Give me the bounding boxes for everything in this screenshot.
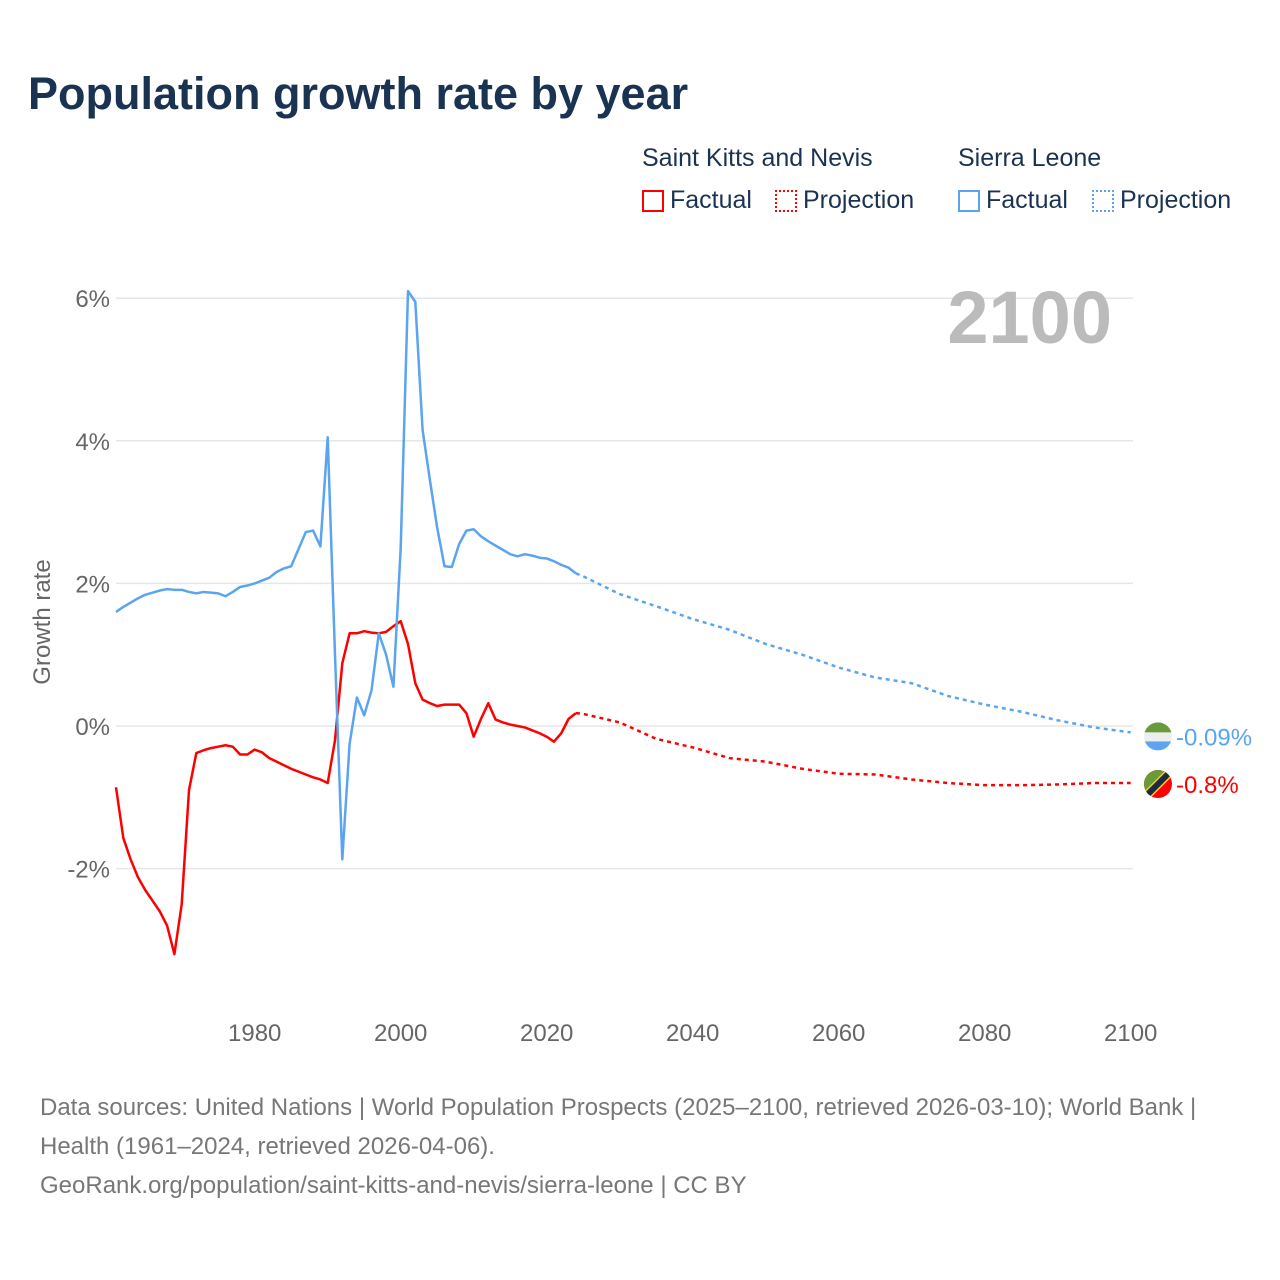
legend-sl-factual[interactable]: Factual (958, 186, 1068, 215)
y-tick-label: 0% (75, 714, 110, 741)
saint-kitts-flag-icon (1144, 770, 1172, 799)
end-value-label: -0.8% (1176, 772, 1239, 799)
data-sources: Data sources: United Nations | World Pop… (40, 1094, 1197, 1160)
y-axis-label: Growth rate (29, 559, 56, 684)
y-tick-label: 4% (75, 429, 110, 456)
legend-sl-projection[interactable]: Projection (1092, 186, 1231, 215)
legend-skn-projection[interactable]: Projection (775, 186, 914, 215)
legend-label: Factual (986, 186, 1068, 214)
x-tick-label: 2080 (958, 1020, 1011, 1047)
y-tick-label: 6% (75, 286, 110, 313)
legend-swatch (958, 189, 980, 212)
x-tick-label: 2100 (1104, 1020, 1157, 1047)
legend-swatch (775, 189, 797, 212)
series-line-factual-0 (114, 619, 577, 956)
legend-group-sierra-leone: Sierra Leone (958, 144, 1102, 172)
series-line-projection-0 (575, 711, 1131, 787)
sierra-leone-flag-icon (1144, 722, 1172, 751)
chart-title: Population growth rate by year (28, 68, 689, 119)
x-tick-label: 2060 (812, 1020, 865, 1047)
y-tick-label: -2% (67, 857, 110, 884)
x-tick-label: 1980 (228, 1020, 281, 1047)
legend-swatch (1092, 189, 1114, 212)
legend-label: Projection (803, 186, 915, 214)
footer: Data sources: United Nations | World Pop… (40, 1088, 1240, 1205)
y-tick-label: 2% (75, 571, 110, 598)
end-value-label: -0.09% (1176, 724, 1252, 751)
legend-group-saint-kitts: Saint Kitts and Nevis (642, 144, 873, 172)
legend-swatch (642, 189, 664, 212)
series-line-projection-1 (575, 572, 1131, 734)
legend-label: Factual (670, 186, 752, 214)
current-year-label: 2100 (947, 276, 1112, 359)
source-link[interactable]: GeoRank.org/population/saint-kitts-and-n… (40, 1172, 747, 1199)
x-tick-label: 2000 (374, 1020, 427, 1047)
x-tick-label: 2020 (520, 1020, 573, 1047)
legend-skn-factual[interactable]: Factual (642, 186, 752, 215)
x-tick-label: 2040 (666, 1020, 719, 1047)
legend-label: Projection (1120, 186, 1232, 214)
series-line-factual-1 (115, 289, 577, 861)
